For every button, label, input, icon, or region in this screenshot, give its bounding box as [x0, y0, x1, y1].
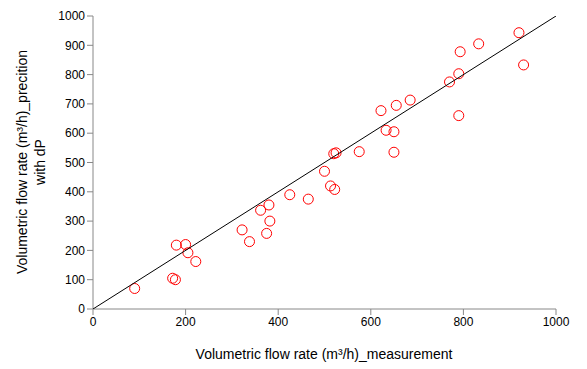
svg-text:500: 500 — [65, 156, 85, 170]
svg-text:400: 400 — [268, 315, 288, 329]
svg-text:600: 600 — [361, 315, 381, 329]
svg-text:800: 800 — [65, 68, 85, 82]
svg-text:200: 200 — [176, 315, 196, 329]
svg-text:100: 100 — [65, 273, 85, 287]
svg-text:0: 0 — [90, 315, 97, 329]
svg-text:1000: 1000 — [58, 9, 85, 23]
svg-text:300: 300 — [65, 214, 85, 228]
svg-text:700: 700 — [65, 97, 85, 111]
svg-text:1000: 1000 — [543, 315, 570, 329]
svg-text:400: 400 — [65, 185, 85, 199]
svg-text:800: 800 — [453, 315, 473, 329]
svg-text:200: 200 — [65, 244, 85, 258]
svg-text:0: 0 — [78, 302, 85, 316]
svg-text:900: 900 — [65, 39, 85, 53]
html-text:Volumetric flow rate (m³/h)_pr: Volumetric flow rate (m³/h)_precition wi… — [14, 50, 48, 274]
svg-text:600: 600 — [65, 126, 85, 140]
html-text:Volumetric flow rate (m³/h)_me: Volumetric flow rate (m³/h)_measurement — [195, 346, 453, 362]
